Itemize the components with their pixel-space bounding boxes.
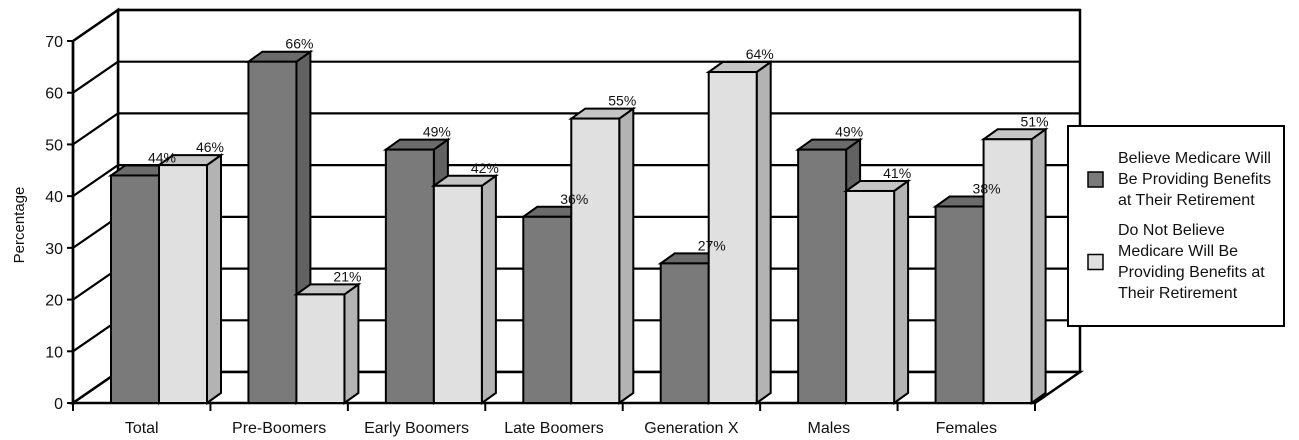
bar-side (480, 173, 497, 405)
legend-entry-text: Providing Benefits at (1118, 264, 1265, 281)
data-label: 66% (285, 36, 313, 52)
y-tick-label: 0 (54, 396, 63, 413)
bar-series-2 (155, 153, 225, 405)
legend: Believe Medicare Will Be Providing Benefi… (1067, 125, 1285, 327)
legend-entry-text: Believe Medicare Will (1118, 150, 1271, 167)
legend-entry-text: Be Providing Benefits (1118, 171, 1271, 188)
bar-front (570, 117, 621, 404)
axes (67, 40, 1036, 411)
y-tick-label: 10 (45, 344, 63, 361)
y-tick-labels: 0 10 20 30 40 50 60 70 (45, 34, 63, 413)
y-tick-label: 50 (45, 137, 63, 154)
bar-front (707, 71, 758, 405)
data-label: 49% (423, 124, 451, 140)
bar-side (893, 179, 910, 405)
data-label: 49% (835, 124, 863, 140)
data-label: 38% (973, 180, 1001, 196)
bar-front (247, 60, 298, 405)
data-label: 51% (1021, 113, 1049, 129)
bars (107, 49, 1049, 405)
bar-side (755, 60, 772, 405)
bar-series-2 (705, 60, 774, 405)
category-label: Pre-Boomers (232, 420, 326, 437)
data-labels: 44% 46% 66% 21% 49% 42% 36% 55% 27% 64% 49% 41% 38% 5… (148, 36, 1049, 285)
gridline (72, 8, 1080, 42)
bar-front (522, 215, 573, 404)
bar-series-2 (980, 127, 1049, 405)
bar-front (659, 262, 710, 404)
bar-series-2 (293, 282, 362, 405)
bar-front (432, 184, 483, 404)
y-tick-label: 30 (45, 241, 63, 258)
category-label: Females (936, 420, 997, 437)
y-tick-label: 40 (45, 189, 63, 206)
legend-swatch (1087, 253, 1104, 271)
legend-entry-text: Do Not Believe (1118, 222, 1225, 239)
category-label: Males (808, 420, 851, 437)
legend-entry-text: Medicare Will Be (1118, 243, 1238, 260)
y-tick-label: 20 (45, 293, 63, 310)
y-axis-title: Percentage (11, 187, 28, 264)
bar-front (845, 189, 896, 404)
bar-front (110, 174, 160, 404)
bar-front (158, 164, 208, 404)
data-label: 36% (560, 191, 588, 207)
category-labels: Total Pre-Boomers Early Boomers Late Boomer… (125, 420, 997, 437)
y-tick-label: 70 (45, 34, 63, 51)
y-tick-label: 60 (45, 86, 63, 103)
category-label: Late Boomers (504, 420, 604, 437)
category-label: Total (125, 420, 159, 437)
bar-front (982, 138, 1033, 404)
legend-entry-text: Their Retirement (1118, 285, 1238, 302)
data-label: 21% (333, 268, 361, 284)
bar-series-2 (842, 179, 912, 405)
bar-front (797, 148, 848, 404)
data-label: 42% (471, 160, 499, 176)
category-label: Early Boomers (364, 420, 469, 437)
bar-series-2 (430, 173, 500, 405)
legend-entry-text: at Their Retirement (1118, 192, 1255, 209)
bar-side (1030, 127, 1047, 405)
category-label: Generation X (644, 420, 739, 437)
bar-series-2 (568, 106, 637, 405)
data-label: 44% (148, 149, 176, 165)
bar-side (618, 106, 635, 405)
bar-side (343, 282, 360, 405)
data-label: 27% (698, 237, 726, 253)
bar-series-1 (245, 49, 314, 405)
legend-box (1067, 125, 1285, 327)
data-label: 46% (196, 139, 224, 155)
legend-swatch (1087, 171, 1104, 188)
bar-side (206, 153, 222, 405)
bar-front (384, 148, 435, 404)
bar-front (934, 205, 985, 404)
bar-front (295, 293, 346, 404)
data-label: 55% (608, 93, 636, 109)
data-label: 41% (883, 165, 911, 181)
data-label: 64% (746, 46, 774, 62)
